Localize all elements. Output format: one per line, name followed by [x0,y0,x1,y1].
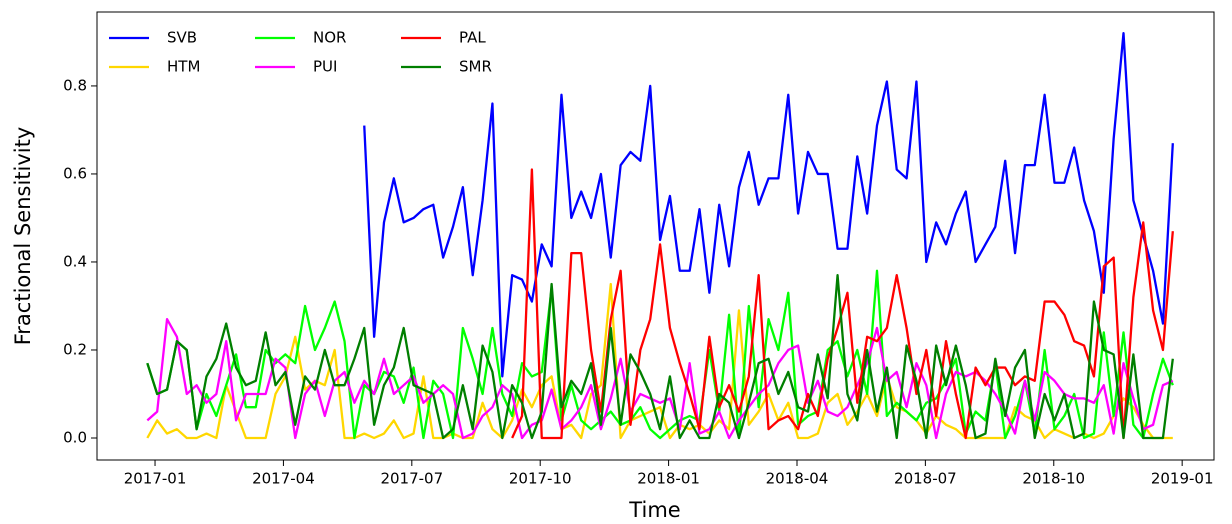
legend-label: SMR [459,58,492,76]
x-tick-label: 2017-10 [509,470,572,488]
y-tick-label: 0.6 [63,164,87,182]
y-tick-label: 0.2 [63,340,87,358]
x-tick-label: 2018-01 [637,470,700,488]
y-tick-label: 0.0 [63,428,87,446]
series-line [146,269,1174,440]
series-line [511,168,1174,440]
y-axis-label: Fractional Sensitivity [11,127,35,346]
legend-label: PUI [313,58,337,76]
x-tick-label: 2017-04 [252,470,315,488]
plot-frame [96,11,1215,461]
series-line [146,282,1173,440]
series-line [363,31,1174,378]
x-tick-label: 2018-07 [894,470,957,488]
y-tick-label: 0.8 [63,76,87,94]
x-tick-label: 2017-07 [380,470,443,488]
legend-label: HTM [167,58,200,76]
legend-label: SVB [167,29,197,47]
x-tick-label: 2018-04 [766,470,829,488]
y-tick-label: 0.4 [63,252,87,270]
legend-label: PAL [459,29,486,47]
series-line [146,274,1174,440]
series-line [146,318,1174,440]
x-axis-label: Time [628,498,680,522]
x-tick-label: 2019-01 [1151,470,1214,488]
x-tick-label: 2018-10 [1022,470,1085,488]
legend-label: NOR [313,29,346,47]
x-tick-label: 2017-01 [124,470,187,488]
